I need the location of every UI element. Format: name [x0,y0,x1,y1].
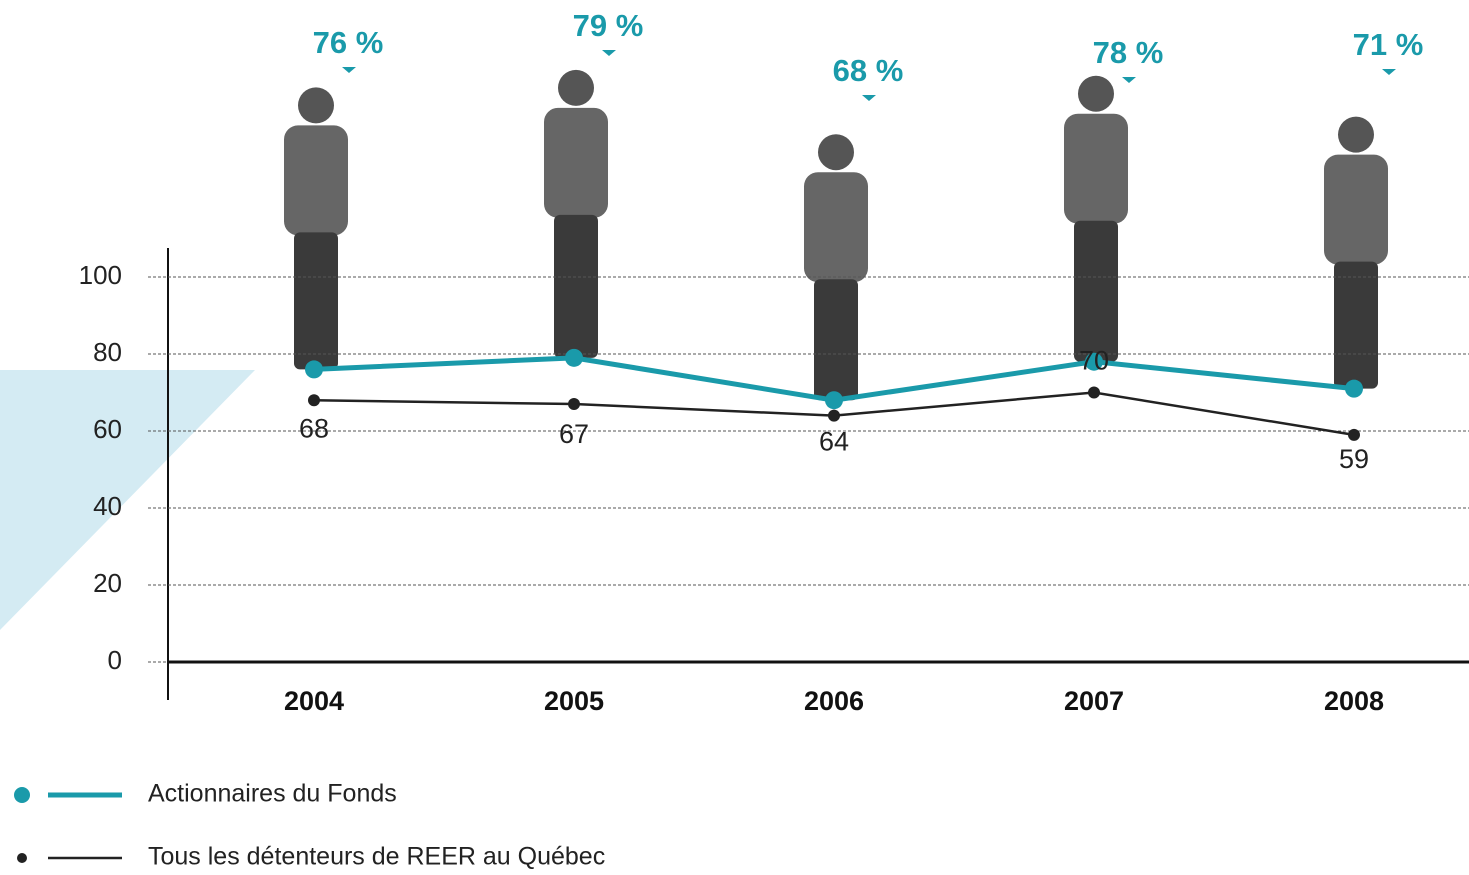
legend-marker [14,787,30,803]
data-label: 71 % [1353,27,1424,62]
series-point [828,409,840,422]
x-tick-label: 2006 [804,686,864,716]
label-pointer [342,67,356,73]
data-label: 67 [559,419,589,449]
person-torso [1064,113,1128,224]
x-tick-label: 2005 [544,686,604,716]
person-legs [1334,261,1378,389]
label-pointer [862,95,876,101]
person-head [818,134,854,171]
legend-label: Tous les détenteurs de REER au Québec [148,843,605,871]
y-tick-label: 60 [93,414,122,444]
person-torso [804,172,868,283]
decor-shape [0,370,255,630]
data-label: 59 [1339,444,1369,474]
data-label: 70 [1079,346,1109,376]
y-tick-label: 0 [108,645,122,675]
people-figures [284,69,1388,401]
y-tick-label: 100 [79,260,122,290]
legend-label: Actionnaires du Fonds [148,780,397,808]
person-head [1078,75,1114,112]
series-point [305,360,323,379]
series-point [1085,352,1103,371]
y-tick-label: 40 [93,491,122,521]
person-legs [814,279,858,401]
label-pointer [1122,77,1136,83]
x-tick-label: 2004 [284,686,344,716]
data-label: 78 % [1093,35,1164,70]
data-label: 68 [299,413,329,443]
person-torso [1324,154,1388,265]
person-head [558,69,594,106]
series-point [568,398,580,411]
person-head [298,87,334,124]
person-torso [284,125,348,236]
person-legs [554,214,598,358]
person-torso [544,107,608,218]
series-point [1345,379,1363,398]
series-point [308,394,320,407]
x-tick-label: 2008 [1324,686,1384,716]
label-pointer [602,50,616,56]
person-legs [294,232,338,370]
person-head [1338,116,1374,153]
y-tick-label: 20 [93,568,122,598]
person-legs [1074,220,1118,362]
data-label: 68 % [833,53,904,88]
x-tick-label: 2007 [1064,686,1124,716]
series-point [1348,428,1360,441]
series-point [825,391,843,410]
series-point [565,348,583,367]
data-label: 79 % [573,8,644,43]
series-point [1088,386,1100,399]
label-pointer [1382,69,1396,75]
data-label: 64 [819,427,849,457]
y-tick-label: 80 [93,337,122,367]
legend-marker [17,853,27,863]
data-label: 76 % [313,25,384,60]
